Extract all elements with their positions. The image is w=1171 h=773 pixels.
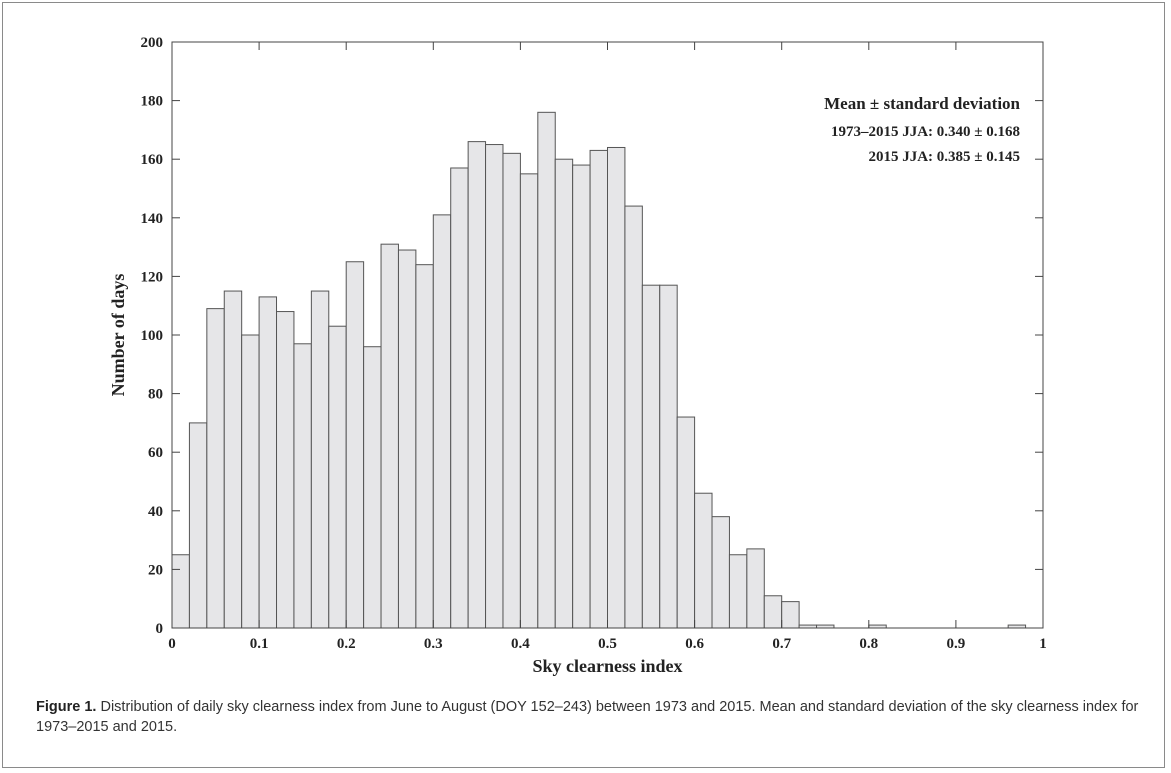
histogram-bar: [397, 249, 417, 629]
y-axis-title: Number of days: [108, 274, 128, 397]
figure-caption: Figure 1. Distribution of daily sky clea…: [36, 697, 1146, 737]
bars-group: [171, 111, 1027, 629]
x-tick-label: 0.1: [250, 636, 269, 652]
histogram-bar: [519, 173, 539, 629]
histogram-bar: [171, 554, 190, 629]
x-tick-label: 0.4: [511, 636, 530, 652]
histogram-bar: [641, 284, 661, 629]
histogram-bar: [450, 167, 469, 629]
x-tick-label: 0.9: [947, 636, 966, 652]
histogram-bar: [746, 548, 765, 629]
histogram-bar: [572, 164, 591, 629]
histogram-bar: [502, 152, 521, 629]
y-tick-label: 0: [156, 621, 164, 637]
histogram-bar: [328, 325, 347, 629]
histogram-bar: [537, 111, 556, 629]
histogram-bar: [589, 149, 609, 629]
histogram-bar: [676, 416, 696, 629]
histogram-bar: [223, 290, 243, 629]
histogram-bar: [293, 343, 312, 629]
ticks-group: 0 0.1 0.2 0.3 0.4 0.5 0.6 0.7 0.8 0.9 1 0 20 40 60 80 10…: [141, 35, 1047, 652]
caption-text: Distribution of daily sky clearness inde…: [36, 699, 1139, 735]
histogram-bar: [467, 141, 487, 629]
histogram-bar: [659, 284, 678, 629]
x-axis-title: Sky clearness index: [532, 656, 682, 676]
y-tick-label: 140: [141, 211, 164, 227]
histogram-bar: [380, 243, 399, 629]
annotation-line-2015: 2015 JJA: 0.385 ± 0.145: [868, 149, 1020, 165]
x-tick-label: 0.5: [598, 636, 617, 652]
y-tick-label: 180: [141, 94, 164, 110]
annotation-title: Mean ± standard deviation: [824, 94, 1020, 113]
annotation-line-1973-2015: 1973–2015 JJA: 0.340 ± 0.168: [831, 124, 1020, 140]
y-tick-label: 20: [148, 562, 163, 578]
histogram-bar: [345, 261, 365, 629]
histogram-bar: [781, 601, 800, 629]
histogram-bar: [694, 492, 713, 629]
histogram-bar: [310, 290, 330, 629]
histogram-bar: [432, 214, 452, 629]
histogram-bar: [554, 158, 574, 629]
histogram-bar: [711, 516, 730, 629]
histogram-bar: [763, 595, 783, 629]
histogram-bar: [258, 296, 278, 629]
histogram-bar: [363, 346, 382, 629]
y-tick-label: 60: [148, 445, 163, 461]
y-tick-label: 160: [141, 152, 164, 168]
histogram-bar: [276, 311, 295, 629]
histogram-bar: [607, 146, 626, 629]
histogram-bar: [624, 205, 643, 629]
x-tick-label: 0.8: [859, 636, 878, 652]
histogram-bar: [206, 308, 225, 629]
y-tick-label: 80: [148, 387, 163, 403]
y-tick-label: 120: [141, 269, 164, 285]
x-tick-label: 0.6: [685, 636, 704, 652]
y-tick-label: 200: [141, 35, 164, 51]
x-tick-label: 1: [1039, 636, 1047, 652]
histogram-bar: [415, 264, 434, 629]
histogram-bar: [485, 144, 504, 629]
x-tick-label: 0.7: [772, 636, 791, 652]
histogram-chart: 0 0.1 0.2 0.3 0.4 0.5 0.6 0.7 0.8 0.9 1 0 20 40 60 80 10…: [108, 35, 1047, 676]
x-tick-label: 0.3: [424, 636, 443, 652]
histogram-bar: [241, 334, 260, 629]
x-tick-label: 0: [168, 636, 176, 652]
histogram-bar: [728, 554, 748, 629]
y-tick-label: 40: [148, 504, 163, 520]
caption-label: Figure 1.: [36, 699, 97, 715]
histogram-bar: [188, 422, 208, 629]
y-tick-label: 100: [141, 328, 164, 344]
x-tick-label: 0.2: [337, 636, 356, 652]
